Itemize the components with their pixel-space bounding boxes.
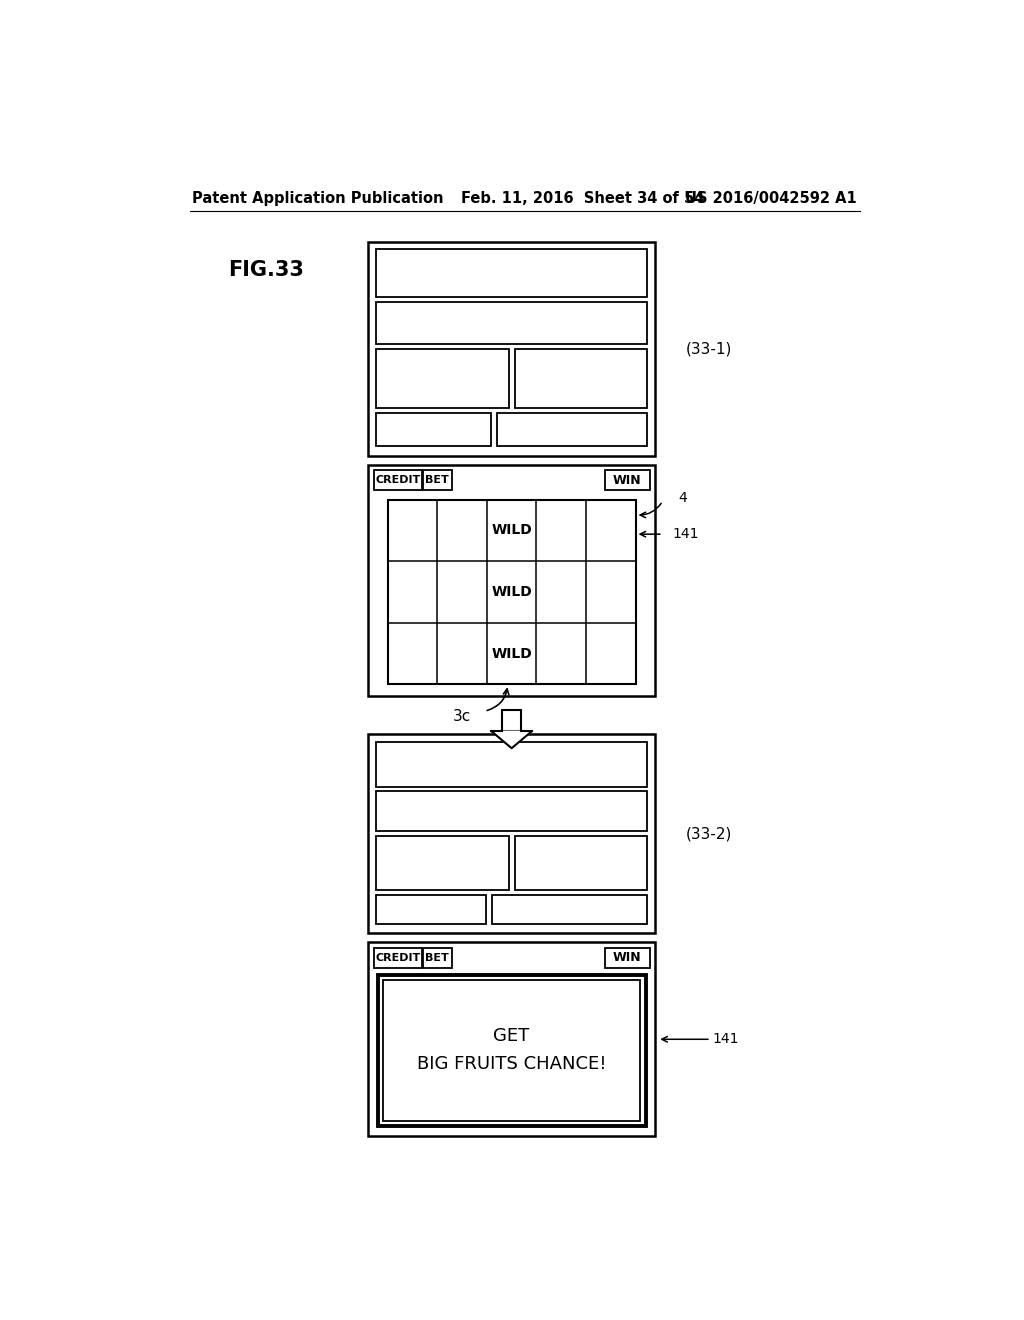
- Bar: [374, 470, 422, 490]
- Bar: [374, 948, 422, 968]
- Bar: [388, 499, 636, 684]
- Text: Feb. 11, 2016  Sheet 34 of 54: Feb. 11, 2016 Sheet 34 of 54: [461, 191, 705, 206]
- Bar: [376, 350, 509, 408]
- Text: (33-1): (33-1): [686, 341, 732, 356]
- Bar: [369, 942, 655, 1137]
- Bar: [369, 465, 655, 696]
- Bar: [503, 710, 521, 731]
- Text: (33-2): (33-2): [686, 826, 732, 841]
- Bar: [376, 249, 647, 297]
- Bar: [376, 302, 647, 345]
- Text: US 2016/0042592 A1: US 2016/0042592 A1: [685, 191, 856, 206]
- Text: 141: 141: [672, 527, 698, 541]
- Bar: [604, 470, 649, 490]
- Bar: [493, 895, 647, 924]
- Bar: [515, 836, 647, 890]
- Text: WILD: WILD: [492, 647, 532, 660]
- Polygon shape: [492, 731, 531, 748]
- Text: BET: BET: [425, 953, 450, 962]
- Text: 4: 4: [678, 491, 687, 506]
- Text: CREDIT: CREDIT: [375, 953, 420, 962]
- Text: CREDIT: CREDIT: [375, 475, 420, 486]
- Bar: [369, 242, 655, 455]
- Bar: [497, 413, 647, 446]
- Bar: [369, 734, 655, 933]
- Text: 141: 141: [713, 1032, 739, 1047]
- Text: 3c: 3c: [453, 709, 471, 725]
- Bar: [376, 742, 647, 787]
- Text: WIN: WIN: [612, 952, 641, 964]
- Bar: [376, 792, 647, 832]
- Text: FIG.33: FIG.33: [228, 260, 304, 280]
- Bar: [376, 895, 486, 924]
- Text: WILD: WILD: [492, 523, 532, 537]
- Bar: [378, 974, 646, 1126]
- Bar: [383, 979, 640, 1121]
- Bar: [604, 948, 649, 968]
- Bar: [423, 948, 452, 968]
- Text: WIN: WIN: [612, 474, 641, 487]
- Bar: [515, 350, 647, 408]
- Bar: [376, 836, 509, 890]
- Bar: [376, 413, 490, 446]
- Text: GET
BIG FRUITS CHANCE!: GET BIG FRUITS CHANCE!: [417, 1027, 606, 1073]
- Bar: [423, 470, 452, 490]
- Text: BET: BET: [425, 475, 450, 486]
- Text: WILD: WILD: [492, 585, 532, 599]
- Text: Patent Application Publication: Patent Application Publication: [193, 191, 443, 206]
